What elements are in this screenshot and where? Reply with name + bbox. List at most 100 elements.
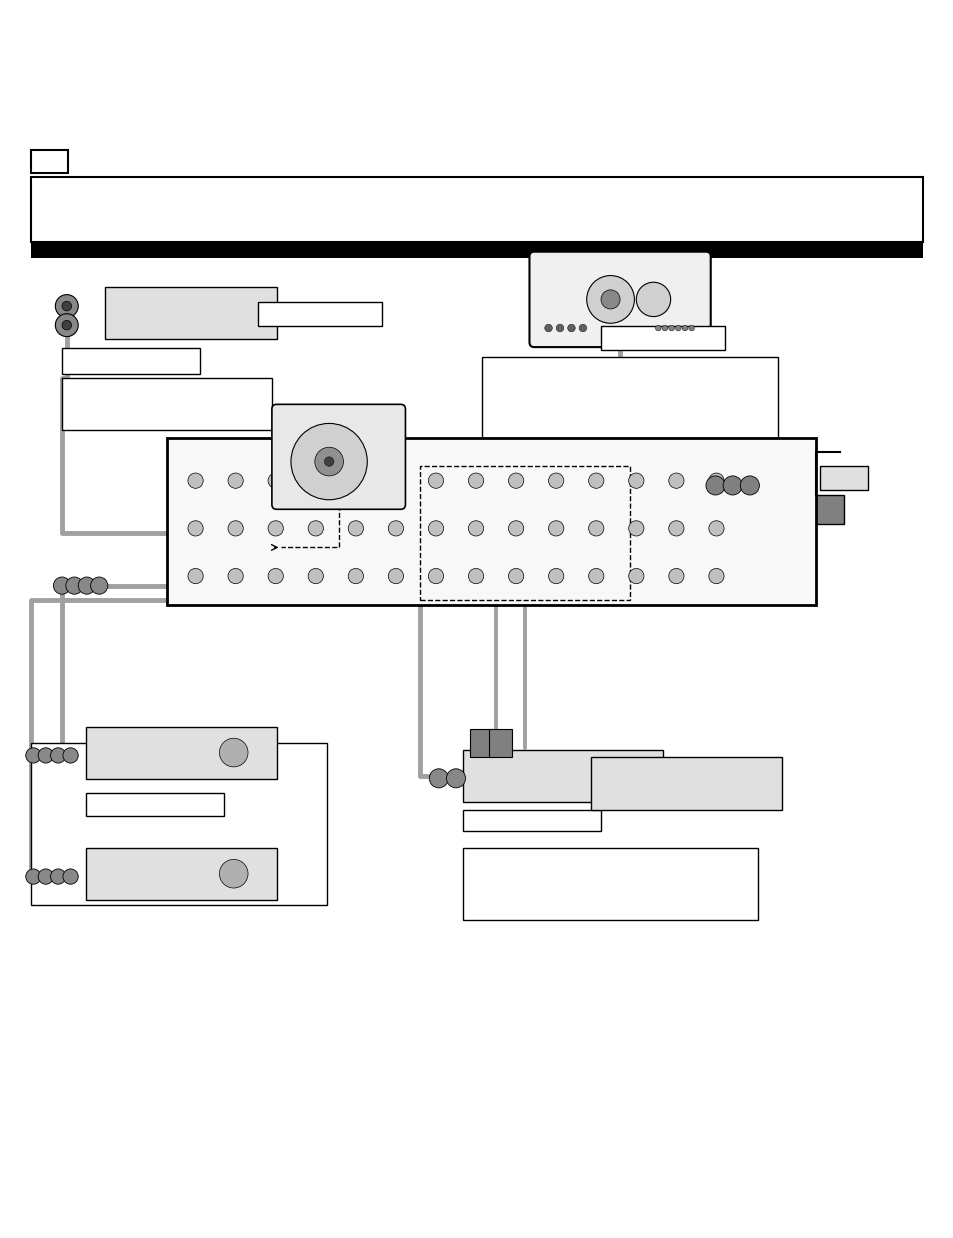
Circle shape	[722, 475, 741, 495]
Circle shape	[468, 568, 483, 583]
Circle shape	[668, 326, 674, 331]
Circle shape	[308, 473, 323, 488]
Circle shape	[468, 521, 483, 536]
Circle shape	[468, 473, 483, 488]
Circle shape	[26, 869, 41, 884]
Bar	[820, 467, 867, 490]
Circle shape	[628, 568, 643, 583]
Bar	[462, 848, 758, 920]
Bar	[105, 287, 276, 339]
Circle shape	[508, 473, 523, 488]
Bar	[538, 266, 577, 290]
Circle shape	[628, 473, 643, 488]
Circle shape	[308, 568, 323, 583]
FancyBboxPatch shape	[529, 251, 710, 347]
Circle shape	[188, 568, 203, 583]
Circle shape	[268, 521, 283, 536]
Circle shape	[588, 473, 603, 488]
Circle shape	[705, 475, 724, 495]
Circle shape	[588, 568, 603, 583]
Bar	[419, 467, 629, 600]
Circle shape	[38, 748, 53, 763]
Circle shape	[188, 521, 203, 536]
Bar	[224, 316, 267, 331]
Circle shape	[63, 869, 78, 884]
Circle shape	[55, 295, 78, 317]
Circle shape	[388, 521, 403, 536]
Circle shape	[388, 473, 403, 488]
Bar	[157, 297, 214, 331]
Circle shape	[668, 521, 683, 536]
Circle shape	[567, 324, 575, 332]
Circle shape	[668, 473, 683, 488]
Circle shape	[78, 577, 95, 594]
Circle shape	[219, 859, 248, 888]
Bar	[600, 484, 696, 505]
Bar	[600, 326, 724, 350]
Circle shape	[308, 521, 323, 536]
Bar	[224, 297, 267, 311]
Bar	[110, 301, 148, 326]
Circle shape	[314, 447, 343, 475]
Bar	[257, 302, 381, 326]
Circle shape	[661, 326, 667, 331]
Bar	[462, 810, 600, 831]
Circle shape	[548, 521, 563, 536]
Circle shape	[548, 473, 563, 488]
Circle shape	[600, 290, 619, 310]
Circle shape	[628, 521, 643, 536]
Bar	[489, 729, 512, 758]
Circle shape	[668, 568, 683, 583]
Circle shape	[428, 568, 443, 583]
Circle shape	[291, 423, 367, 500]
Circle shape	[740, 475, 759, 495]
Circle shape	[428, 521, 443, 536]
Bar	[481, 357, 777, 438]
Circle shape	[429, 769, 448, 787]
Circle shape	[268, 568, 283, 583]
Bar	[31, 150, 68, 172]
Circle shape	[688, 326, 694, 331]
Bar	[86, 848, 276, 900]
Circle shape	[708, 473, 723, 488]
Circle shape	[55, 313, 78, 337]
Circle shape	[348, 473, 363, 488]
Circle shape	[348, 521, 363, 536]
Circle shape	[636, 282, 670, 317]
Circle shape	[508, 521, 523, 536]
Bar	[634, 766, 700, 800]
Circle shape	[53, 577, 71, 594]
Circle shape	[556, 324, 563, 332]
Circle shape	[508, 568, 523, 583]
Circle shape	[66, 577, 83, 594]
Circle shape	[655, 326, 660, 331]
Circle shape	[324, 457, 334, 467]
Circle shape	[268, 473, 283, 488]
Bar	[515, 759, 581, 792]
Bar	[91, 858, 148, 891]
Circle shape	[188, 473, 203, 488]
Circle shape	[26, 748, 41, 763]
Circle shape	[63, 748, 78, 763]
Circle shape	[91, 577, 108, 594]
Circle shape	[228, 521, 243, 536]
Bar	[591, 758, 781, 810]
Bar	[31, 241, 923, 259]
Bar	[591, 779, 648, 792]
Circle shape	[388, 568, 403, 583]
Circle shape	[62, 321, 71, 331]
Circle shape	[228, 568, 243, 583]
Bar	[743, 472, 801, 557]
Bar	[31, 177, 923, 243]
Circle shape	[62, 301, 71, 311]
Circle shape	[348, 568, 363, 583]
Bar	[710, 786, 767, 800]
Circle shape	[219, 738, 248, 766]
Bar	[86, 792, 224, 817]
Circle shape	[681, 326, 687, 331]
Bar	[467, 764, 505, 787]
Bar	[805, 495, 843, 524]
Circle shape	[675, 326, 680, 331]
Circle shape	[228, 473, 243, 488]
Bar	[596, 789, 624, 800]
